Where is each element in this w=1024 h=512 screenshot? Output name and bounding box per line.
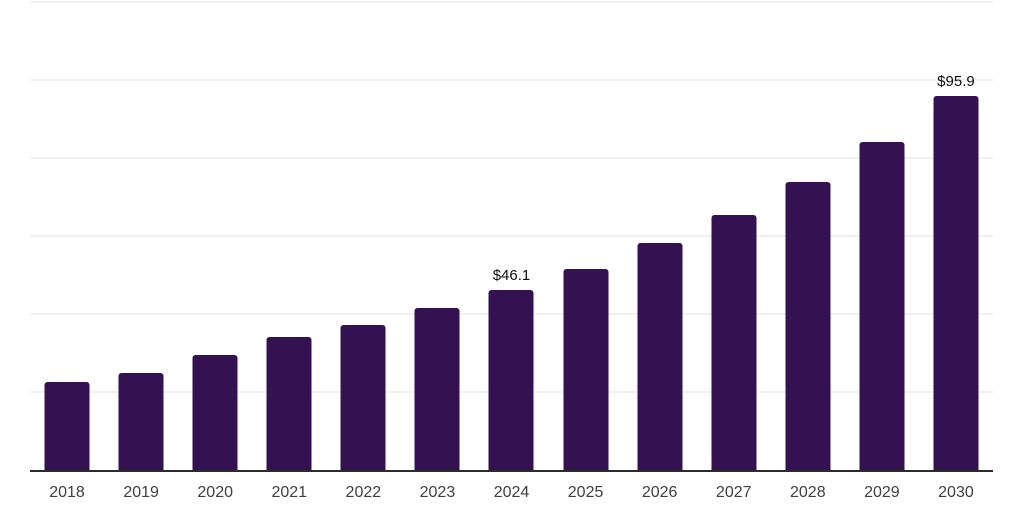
bar-2018[interactable] [44,382,90,470]
bars-layer: $46.1 $95.9 [30,2,993,470]
bar-slot-2025 [549,2,623,470]
bar-slot-2022 [326,2,400,470]
bar-2019[interactable] [118,372,164,470]
gridline-y-80 [30,157,993,159]
bar-2027[interactable] [711,215,757,470]
x-tick-label-2028: 2028 [790,484,826,501]
bar-slot-2028 [771,2,845,470]
x-tick-label-2019: 2019 [123,484,159,501]
bar-slot-2029 [845,2,919,470]
x-tick-label-2027: 2027 [715,484,752,501]
bar-value-label-2024: $46.1 [492,267,531,285]
x-axis: 2018 2019 2020 2021 2022 2023 2024 2025 2026 2027… [30,482,993,504]
gridline-y-120 [30,1,993,3]
bar-2025[interactable] [563,269,609,470]
bar-2029[interactable] [859,142,905,470]
x-tick-label-2020: 2020 [197,484,233,501]
bar-2030[interactable] [933,96,979,470]
bar-2021[interactable] [266,337,312,470]
x-tick-label-2023: 2023 [419,484,456,501]
bar-slot-2018 [30,2,104,470]
bar-2020[interactable] [192,354,238,470]
bar-2024[interactable] [488,290,534,470]
bar-slot-2023 [400,2,474,470]
bar-slot-2020 [178,2,252,470]
x-tick-label-2030: 2030 [938,484,974,501]
bar-slot-2026 [623,2,697,470]
x-tick-label-2029: 2029 [864,484,900,501]
bar-slot-2030: $95.9 [919,2,993,470]
bar-slot-2021 [252,2,326,470]
x-tick-label-2022: 2022 [345,484,382,501]
gridline-y-60 [30,235,993,237]
bar-value-label-2030: $95.9 [937,73,975,90]
bar-2026[interactable] [637,243,683,470]
gridline-y-100 [30,79,993,81]
x-tick-label-2026: 2026 [641,484,678,501]
bar-slot-2027 [697,2,771,470]
bar-slot-2024: $46.1 [474,2,548,470]
bar-2028[interactable] [785,182,831,470]
bar-slot-2019 [104,2,178,470]
x-tick-label-2018: 2018 [49,484,85,501]
bar-2023[interactable] [414,307,460,470]
bar-2022[interactable] [340,324,386,470]
x-tick-label-2024: 2024 [493,484,530,501]
plot-area: $46.1 $95.9 [30,1,993,472]
x-tick-label-2021: 2021 [271,484,308,501]
x-tick-label-2025: 2025 [567,484,604,501]
